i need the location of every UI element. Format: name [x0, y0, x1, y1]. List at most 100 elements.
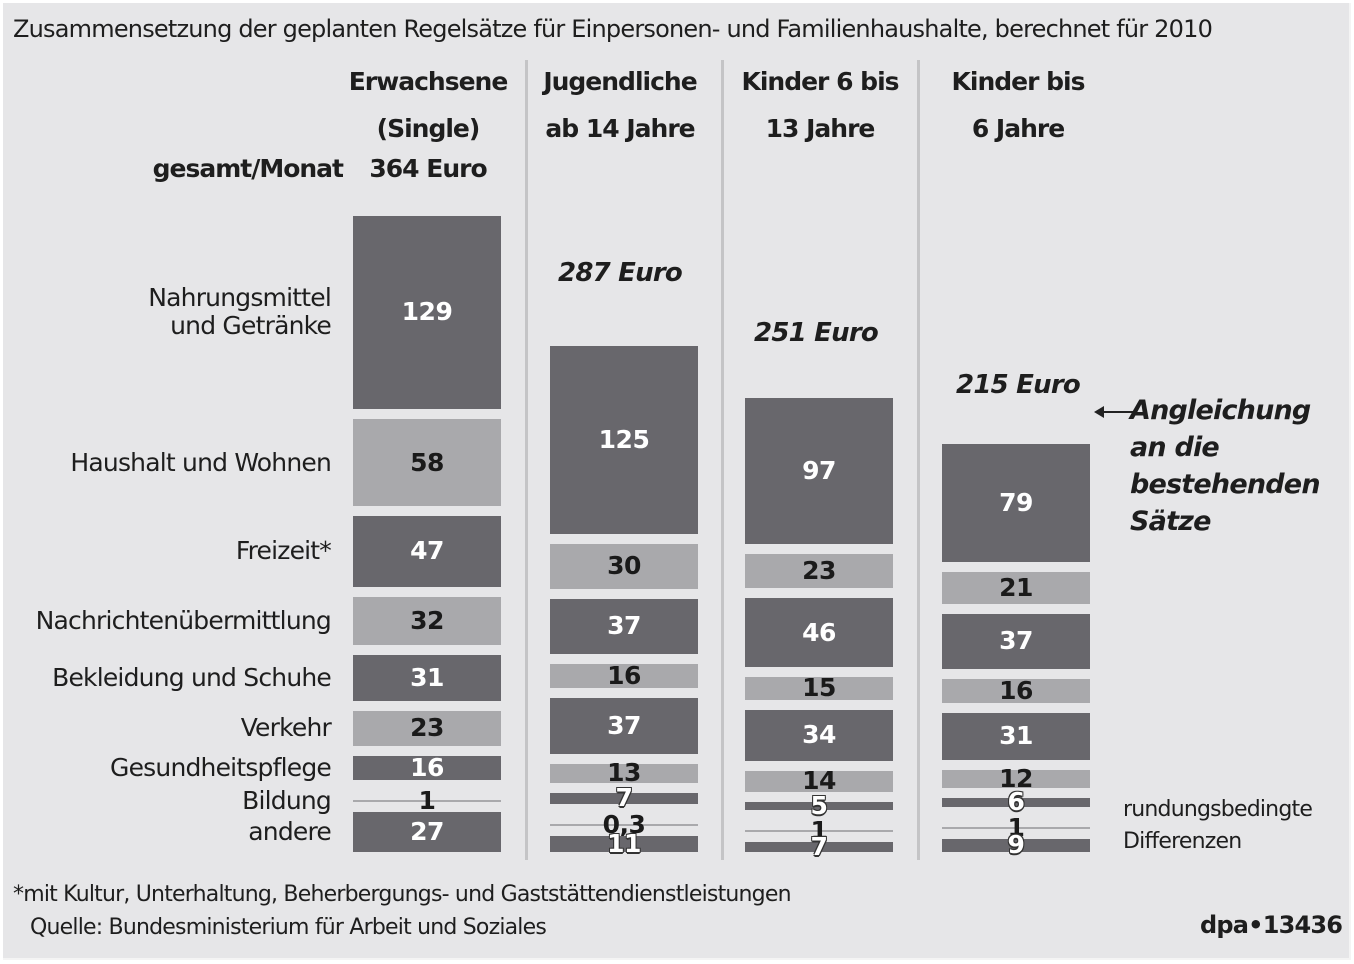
column-head-kinder-6-13-line1: Kinder 6 bis [741, 67, 899, 96]
arrow-left-icon [1094, 406, 1134, 418]
bar-value-label: 47 [410, 536, 444, 566]
bar-value-label: 16 [607, 661, 641, 690]
bar-block [550, 598, 698, 654]
bar-block [942, 826, 1090, 829]
column-head-kinder-bis-6-line1: Kinder bis [951, 67, 1086, 96]
bar-block [745, 398, 893, 544]
column-separator [721, 60, 724, 860]
bar-block [745, 677, 893, 700]
credit: dpa•13436 [1200, 911, 1343, 939]
bar-value-label: 23 [802, 555, 836, 585]
category-label: andere [248, 816, 332, 846]
bar-value-label: 37 [607, 710, 641, 740]
bar-block [745, 829, 893, 832]
bar-block [942, 713, 1090, 760]
bar-block [942, 572, 1090, 604]
bar-value-label: 12 [999, 763, 1033, 793]
bar-block [550, 698, 698, 754]
bar-block [942, 797, 1090, 807]
category-label: Gesundheitspflege [110, 752, 332, 782]
total-kinder-bis-6: 215 Euro [956, 370, 1081, 400]
column-head-jugendliche-line1: Jugendliche [543, 67, 697, 96]
bar-block [745, 801, 893, 810]
bar-value-label: 15 [802, 673, 836, 703]
bar-block [942, 613, 1090, 669]
bar-block [745, 841, 893, 852]
bar-value-label: 13 [607, 758, 641, 788]
bar-value-label: 0,3 [602, 809, 646, 839]
total-label: gesamt/Monat [152, 154, 344, 183]
total-jugendliche: 287 Euro [558, 258, 683, 288]
bar-value-label: 46 [802, 617, 836, 647]
bar-block [353, 596, 501, 645]
category-label: Bildung [242, 785, 332, 815]
bar-block [942, 679, 1090, 703]
total-erwachsene: 364 Euro [369, 154, 487, 183]
bar-value-label: 129 [401, 297, 453, 327]
bar-value-label: 1 [810, 815, 828, 845]
bar-value-label: 32 [410, 605, 444, 635]
bar-value-label: 37 [607, 611, 641, 641]
annotation-angleichung-line3: bestehenden [1130, 469, 1321, 500]
bar-block [942, 443, 1090, 562]
bar-value-label: 31 [999, 721, 1033, 751]
bar-block [353, 516, 501, 587]
source: Quelle: Bundesministerium für Arbeit und… [30, 915, 547, 940]
bar-value-label: 16 [410, 752, 444, 782]
category-label: Freizeit* [235, 536, 332, 566]
bar-block [550, 823, 698, 826]
category-label: Bekleidung und Schuhe [52, 662, 332, 692]
bar-value-label: 11 [607, 828, 641, 858]
bar-block [550, 835, 698, 852]
bar-block [550, 664, 698, 688]
bar-block [550, 793, 698, 804]
bar-block [942, 769, 1090, 788]
bar-block [353, 811, 501, 852]
column-head-kinder-bis-6-line2: 6 Jahre [971, 114, 1065, 143]
category-label: Verkehr [240, 713, 332, 743]
bar-block [745, 770, 893, 792]
chart-title: Zusammensetzung der geplanten Regelsätze… [13, 15, 1213, 43]
bar-value-label: 6 [1007, 787, 1025, 816]
bar-block [353, 711, 501, 746]
bar-block [353, 419, 501, 506]
bar-value-label: 14 [802, 766, 836, 795]
bar-value-label: 125 [598, 424, 650, 454]
bar-value-label: 97 [802, 455, 836, 485]
bar-block [550, 543, 698, 589]
annotation-angleichung-line1: Angleichung [1130, 395, 1311, 426]
bar-block [550, 763, 698, 783]
annotation-angleichung-line4: Sätze [1130, 506, 1211, 537]
bar-block [745, 709, 893, 761]
bar-value-label: 58 [410, 447, 444, 477]
bar-value-label: 7 [810, 831, 828, 861]
bar-value-label: 37 [999, 626, 1033, 656]
bar-block [353, 654, 501, 701]
chart-frame: Zusammensetzung der geplanten Regelsätze… [3, 3, 1351, 960]
category-label: Nahrungsmittel [148, 283, 332, 313]
bar-value-label: 21 [999, 572, 1033, 602]
bar-value-label: 23 [410, 713, 444, 743]
category-label: Haushalt und Wohnen [70, 447, 331, 477]
bar-value-label: 5 [810, 790, 828, 820]
column-head-kinder-6-13-line2: 13 Jahre [765, 114, 876, 143]
column-separator [917, 60, 920, 860]
column-head-erwachsene-line2: (Single) [376, 114, 481, 143]
bar-block [353, 799, 501, 802]
column-separator [525, 60, 528, 860]
footnote: *mit Kultur, Unterhaltung, Beherbergungs… [13, 882, 792, 907]
bar-value-label: 79 [999, 487, 1033, 517]
bar-value-label: 31 [410, 662, 444, 692]
bar-block [550, 346, 698, 534]
bar-block [745, 598, 893, 667]
bar-value-label: 1 [1007, 812, 1025, 842]
bar-value-label: 9 [1007, 830, 1025, 860]
bar-block [353, 755, 501, 780]
annotation-rundung-line1: rundungsbedingte [1123, 797, 1313, 822]
bar-value-label: 34 [802, 720, 836, 749]
bar-value-label: 7 [615, 783, 633, 813]
bar-value-label: 30 [607, 551, 641, 580]
bar-value-label: 16 [999, 676, 1033, 705]
category-label: Nachrichtenübermittlung [35, 605, 332, 635]
bar-block [353, 215, 501, 409]
